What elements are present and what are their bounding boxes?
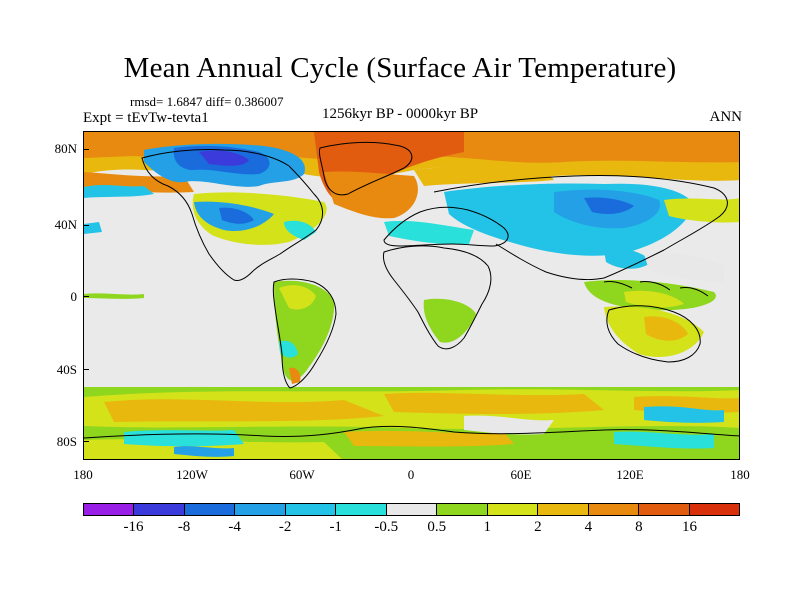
colorbar-label: -16	[123, 519, 144, 535]
colorbar-label: -8	[177, 519, 191, 535]
colorbar-label: -2	[278, 519, 292, 535]
colorbar-swatch	[386, 504, 438, 515]
south-america-coast	[272, 278, 337, 389]
africa-coast	[383, 245, 492, 350]
colorbar-label: -0.5	[374, 519, 399, 535]
maritime-continent-yellow	[624, 290, 684, 308]
lat-label-80n: 80N	[54, 141, 77, 156]
coastlines	[84, 141, 739, 439]
southern-africa-green	[423, 298, 476, 343]
north-america-deep-blue	[219, 207, 254, 224]
stats-text: rmsd= 1.6847 diff= 0.386007	[130, 94, 284, 109]
antarctic-cyan-1	[124, 430, 244, 447]
lat-label-80s: 80S	[56, 434, 77, 449]
colorbar-swatch	[437, 504, 488, 515]
patagonia-orange	[289, 367, 301, 384]
lat-tick	[83, 441, 89, 442]
colorbar-swatch	[538, 504, 589, 515]
antarctic-grey-patch	[464, 415, 554, 435]
colorbar-label: 0.5	[427, 519, 447, 535]
lon-label-0: 0	[407, 467, 415, 482]
antarctic-gold-patch	[344, 430, 514, 447]
colorbar-swatch	[184, 504, 236, 515]
southern-ocean-gold-1	[104, 399, 384, 422]
lat-tick	[83, 296, 89, 297]
antarctic-cyan-3	[614, 431, 714, 449]
colorbar-swatch	[588, 504, 640, 515]
siberia-deep-blue	[584, 197, 634, 214]
temperature-anomaly-map	[84, 132, 739, 459]
colorbar-swatch	[235, 504, 286, 515]
colorbar-label: 16	[681, 519, 697, 535]
kamchatka-yellow	[664, 198, 739, 223]
colorbar-swatch	[84, 504, 135, 515]
australia-coast	[606, 305, 701, 363]
alaska-cyan	[84, 184, 154, 198]
amazon-yellow	[279, 285, 316, 310]
colorbar-swatch	[285, 504, 337, 515]
colorbar-label: -4	[228, 519, 241, 535]
pacific-cyan-strip	[84, 222, 102, 234]
north-atlantic-orange	[324, 171, 418, 219]
china-cyan	[604, 248, 652, 269]
lat-label-40s: 40S	[56, 362, 77, 377]
colorbar-swatch	[336, 504, 387, 515]
colorbar-swatch	[134, 504, 185, 515]
lat-label-40n: 40N	[54, 217, 77, 232]
colorbar-label: -1	[329, 519, 342, 535]
colorbar-swatch	[689, 504, 740, 515]
antarctic-blue-patch	[174, 446, 234, 457]
colorbar-label: 4	[584, 519, 593, 535]
lat-tick	[83, 369, 89, 370]
lon-label-120w: 120W	[176, 467, 208, 482]
antarctica-coast	[84, 425, 739, 439]
australia-gold	[644, 316, 688, 341]
europe-cyan	[384, 220, 474, 245]
colorbar-swatch	[487, 504, 539, 515]
greenland-coast	[319, 141, 413, 196]
map-panel	[83, 131, 740, 460]
lat-tick	[83, 225, 89, 226]
map-title: Mean Annual Cycle (Surface Air Temperatu…	[123, 52, 677, 84]
experiment-label: Expt = tEvTw-tevta1	[83, 110, 209, 126]
south-america-cyan	[279, 340, 298, 358]
antarctic-cyan-2	[644, 406, 724, 423]
colorbar-label: 8	[635, 519, 643, 535]
lon-label-120e: 120E	[616, 467, 644, 482]
southern-ocean-gold-2	[384, 392, 604, 414]
pacific-equator-green	[84, 293, 144, 299]
colorbar-label: 2	[534, 519, 542, 535]
colorbar-label: 1	[483, 519, 492, 535]
lat-tick	[83, 149, 89, 150]
europe-coast	[383, 206, 509, 247]
colorbar	[83, 503, 740, 516]
lon-label-60w: 60W	[289, 467, 315, 482]
period-label: 1256kyr BP - 0000kyr BP	[322, 106, 479, 122]
maritime-islands-coast	[603, 281, 709, 297]
asia-coast	[433, 175, 728, 281]
lon-label-180w: 180	[73, 467, 93, 482]
lon-label-180e: 180	[730, 467, 750, 482]
canada-darkest-blue	[199, 150, 249, 166]
north-america-coast	[141, 148, 323, 281]
scandinavia-gold	[414, 167, 554, 186]
pacific-grey-patch	[644, 252, 724, 282]
lat-label-0: 0	[70, 289, 78, 304]
season-label: ANN	[709, 109, 743, 125]
lon-label-60e: 60E	[510, 467, 532, 482]
colorbar-swatch	[639, 504, 690, 515]
